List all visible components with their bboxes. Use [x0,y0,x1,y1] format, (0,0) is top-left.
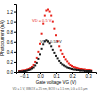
series-1 [18,39,92,72]
y-tick-mark [14,22,16,23]
y-tick: 0.8 [7,30,16,35]
y-tick-mark [14,12,16,13]
x-tick: −0.1 [20,72,29,79]
point [57,57,59,59]
data-marks [18,9,92,72]
y-tick-mark [14,32,16,33]
y-tick-mark [14,52,16,53]
y-tick: 0.2 [7,60,16,65]
point [52,21,54,23]
plot-area: −0.1 0.0 0.1 0.2 0.3 0.0 0.2 0.4 0.6 0.8 1.0 1.2 VD … [7,5,97,80]
point [39,53,41,55]
y-tick: 1.2 [7,9,16,14]
x-tick-label: 0.3 [85,74,92,79]
y-axis-title: Photocurrent (nA) [0,20,5,56]
x-tick-label: −0.1 [20,74,29,79]
point [44,15,46,17]
y-tick-label: 0.8 [7,30,14,35]
point [33,66,35,68]
point [58,60,60,62]
point [36,62,38,64]
point [90,69,92,71]
y-tick-mark [14,62,16,63]
y-tick-label: 1.2 [7,9,14,14]
series-label: VD = 0.55 V [40,39,62,44]
x-tick-label: 0.0 [37,74,44,79]
point [41,48,43,50]
y-tick: 0.0 [7,70,16,75]
point [34,64,36,66]
x-tick: 0.1 [53,72,60,79]
y-axis: 0.0 0.2 0.4 0.6 0.8 1.0 1.2 [7,5,17,75]
point [58,45,60,47]
y-tick: 0.4 [7,50,16,55]
y-axis-line [14,5,17,73]
point [50,15,52,17]
y-tick: 1.0 [7,20,16,25]
series-0 [18,9,92,72]
x-axis-title: Gate voltage VG (V) [36,80,77,85]
point [60,49,62,51]
y-tick-label: 0.4 [7,50,14,55]
x-tick-label: 0.2 [69,74,76,79]
point [65,58,67,60]
point [41,33,43,35]
y-tick-mark [14,72,16,73]
point [53,52,55,54]
point [66,60,68,62]
point [50,45,52,47]
point [63,56,65,58]
point [47,9,49,11]
point [52,49,54,51]
y-tick-label: 0.6 [7,40,14,45]
y-tick-mark [14,42,16,43]
x-tick: 0.3 [85,72,92,79]
point [53,28,55,30]
point [61,53,63,55]
point [49,11,51,13]
point [55,55,57,57]
point [37,51,39,53]
x-tick-label: 0.1 [53,74,60,79]
x-axis: −0.1 0.0 0.1 0.2 0.3 [17,72,97,79]
point [90,70,92,72]
y-tick-label: 0.2 [7,60,14,65]
caption: VD = 1 V, WBOX = 25 nm, BOX t = 1.5 nm, … [13,87,88,91]
y-tick-label: 0.0 [7,70,14,75]
chart: −0.1 0.0 0.1 0.2 0.3 0.0 0.2 0.4 0.6 0.8 1.0 1.2 VD … [0,0,100,91]
x-tick: 0.2 [69,72,76,79]
y-tick: 0.6 [7,40,16,45]
y-tick-label: 1.0 [7,20,14,25]
x-tick: 0.0 [37,72,44,79]
series-label: VD = 0.5 V [32,18,52,23]
point [37,58,39,60]
point [55,34,57,36]
